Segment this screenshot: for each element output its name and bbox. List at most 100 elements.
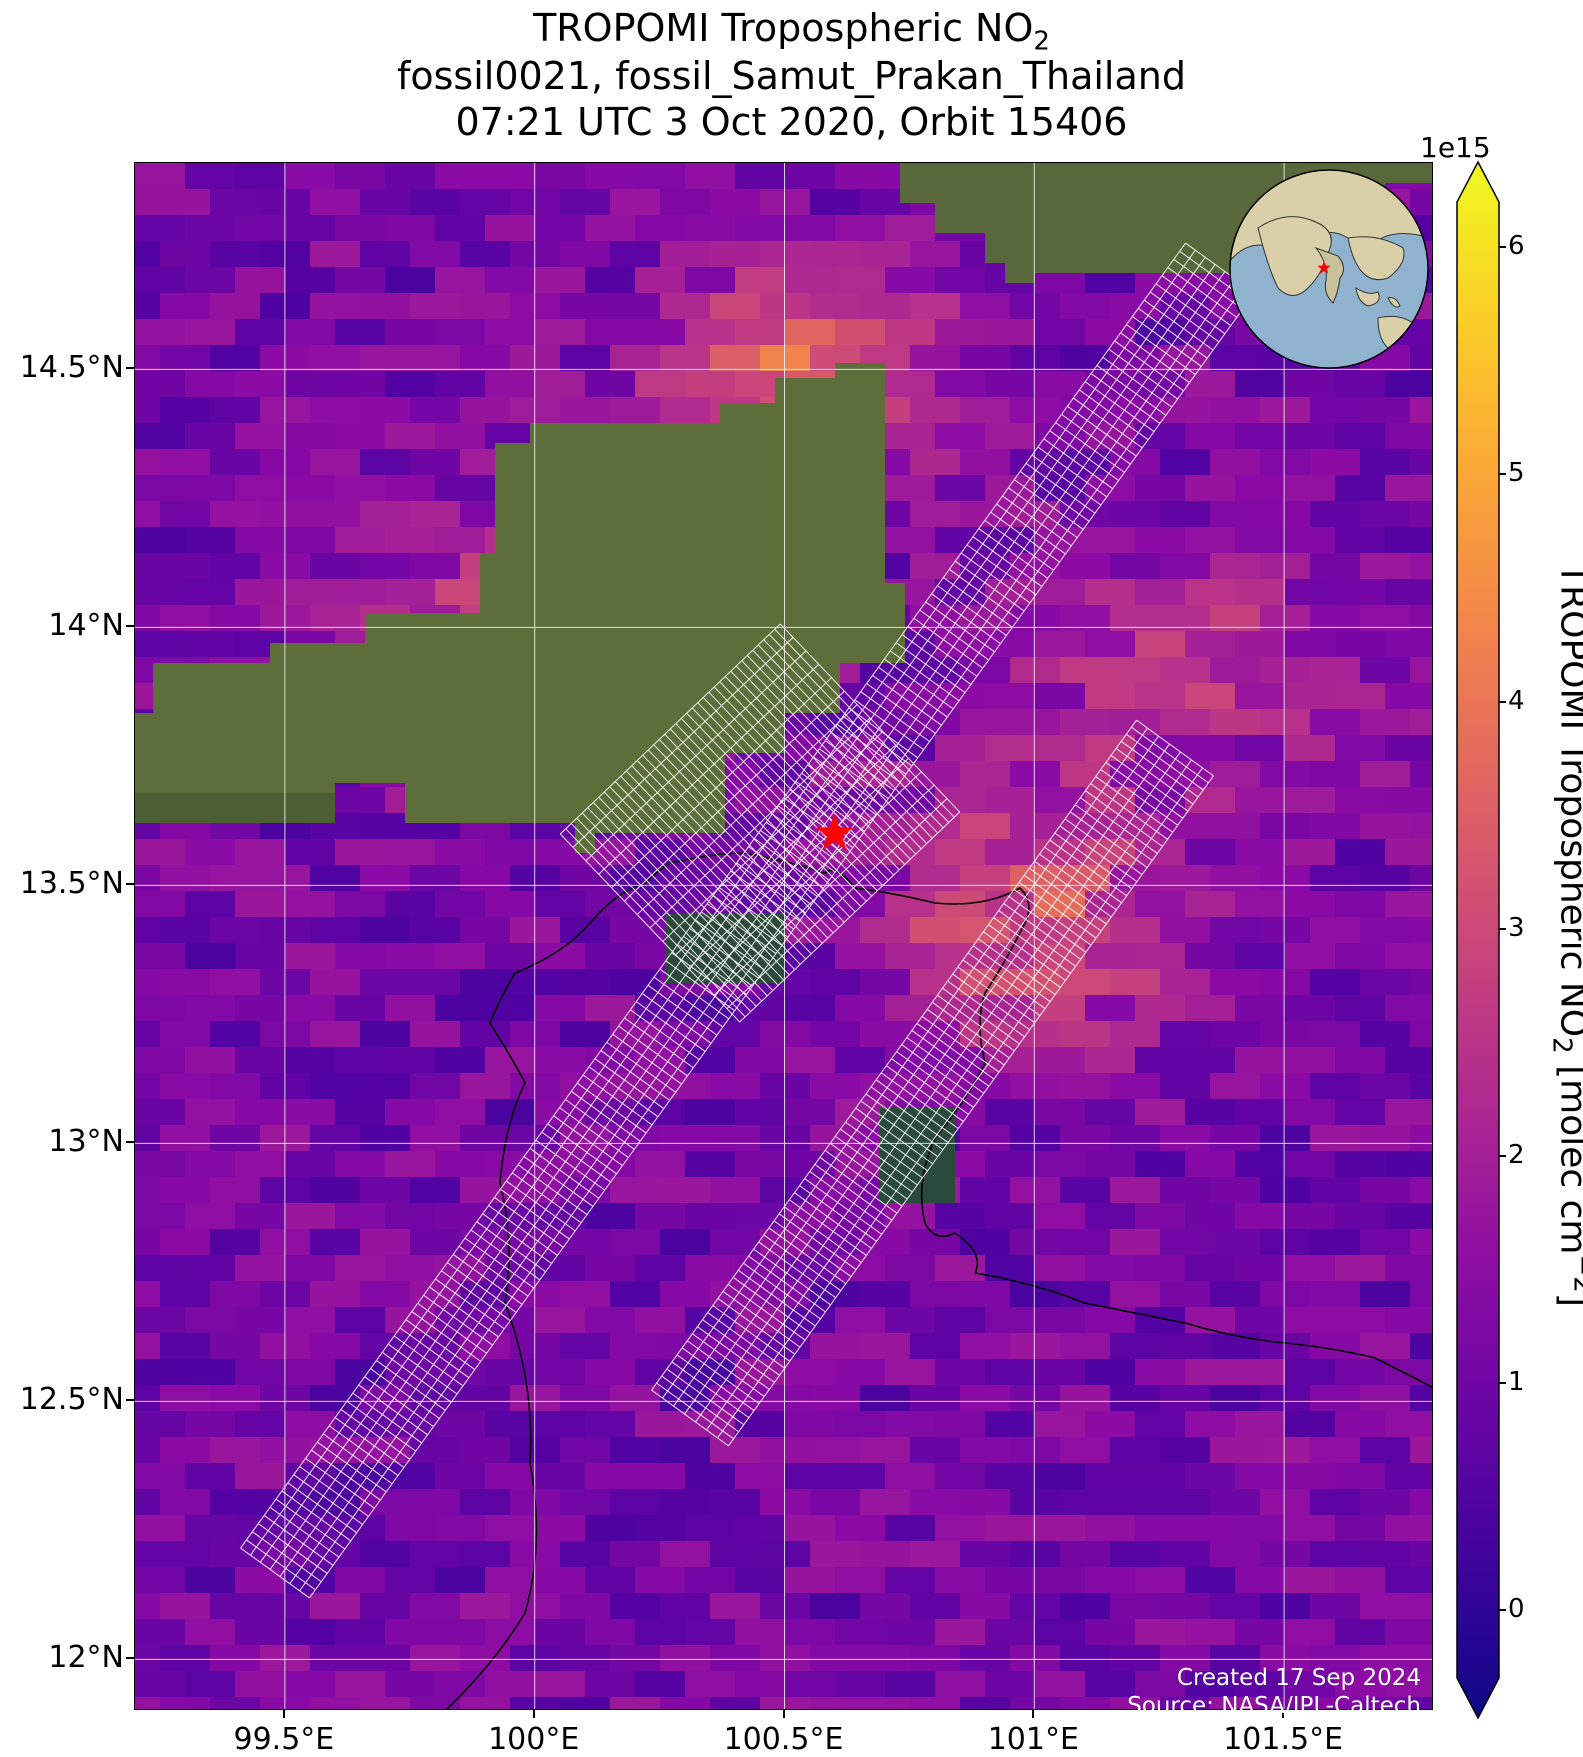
no2-pixel (510, 397, 561, 424)
no2-pixel (1010, 345, 1061, 372)
no2-pixel (1410, 1645, 1432, 1672)
no2-pixel (485, 995, 536, 1022)
graticule-layer (135, 163, 1432, 1709)
no2-pixel (1035, 631, 1086, 658)
no2-pixel (635, 1671, 686, 1698)
no2-pixel (610, 1489, 661, 1516)
no2-pixel (760, 241, 811, 268)
no2-pixel (885, 319, 936, 346)
no2-pixel (835, 215, 886, 242)
no2-pixel (910, 865, 961, 892)
no2-pixel (835, 163, 886, 190)
no2-pixel (685, 1671, 736, 1698)
no2-pixel (860, 865, 911, 892)
no2-pixel (985, 891, 1036, 918)
no2-pixel (560, 1645, 611, 1672)
no2-pixel (335, 527, 386, 554)
no2-pixel (235, 1255, 286, 1282)
no2-pixel (310, 293, 361, 320)
no2-pixel (1285, 1307, 1336, 1334)
no2-pixel (435, 423, 486, 450)
no2-pixel (335, 267, 386, 294)
no2-pixel (235, 163, 286, 190)
no2-pixel (685, 163, 736, 190)
no2-pixel (260, 969, 311, 996)
no2-pixel (460, 969, 511, 996)
no2-pixel (1260, 813, 1311, 840)
no2-pixel (235, 215, 286, 242)
no2-pixel (1235, 1255, 1286, 1282)
no2-pixel (960, 501, 1011, 528)
colorbar-label: TROPOMI Tropospheric NO2 [molec cm−2] (1546, 385, 1583, 1485)
no2-pixel (135, 1281, 161, 1308)
no2-pixel (1010, 1593, 1061, 1620)
no2-pixel (1335, 1515, 1386, 1542)
no2-pixel (385, 943, 436, 970)
no2-pixel (1110, 969, 1161, 996)
no2-pixel (885, 891, 936, 918)
no2-pixel (510, 1593, 561, 1620)
no2-pixel (1010, 449, 1061, 476)
no2-pixel (235, 1671, 286, 1698)
no2-pixel (1085, 1151, 1136, 1178)
colorbar-tick-mark (1499, 246, 1506, 249)
no2-pixel (1235, 1463, 1286, 1490)
no2-pixel (185, 995, 236, 1022)
no2-pixel (1285, 1619, 1336, 1646)
no2-pixel (785, 1047, 836, 1074)
no2-pixel (1085, 995, 1136, 1022)
no2-pixel (1385, 579, 1432, 606)
no2-pixel (1035, 1671, 1086, 1698)
no2-pixel (935, 1047, 986, 1074)
no2-pixel (210, 605, 261, 632)
no2-pixel (285, 371, 336, 398)
no2-pixel (1060, 969, 1111, 996)
no2-pixel (785, 1619, 836, 1646)
no2-pixel (610, 1177, 661, 1204)
no2-pixel (1335, 891, 1386, 918)
no2-pixel (335, 1151, 386, 1178)
no2-pixel (710, 1437, 761, 1464)
no2-pixel (485, 371, 536, 398)
no2-pixel (1235, 371, 1286, 398)
no2-pixel (1260, 709, 1311, 736)
no2-pixel (160, 1021, 211, 1048)
no2-pixel (685, 319, 736, 346)
map-panel[interactable] (134, 162, 1433, 1710)
no2-pixel (1210, 917, 1261, 944)
no2-pixel (1260, 501, 1311, 528)
no2-pixel (360, 293, 411, 320)
no2-pixel (910, 293, 961, 320)
no2-pixel (1360, 449, 1411, 476)
no2-pixel (960, 1437, 1011, 1464)
no2-pixel (1285, 1567, 1336, 1594)
no2-pixel (1060, 709, 1111, 736)
no2-pixel (535, 995, 586, 1022)
no2-pixel (1160, 293, 1211, 320)
no2-pixel (1035, 371, 1086, 398)
no2-pixel (810, 241, 861, 268)
no2-pixel (1160, 1541, 1211, 1568)
no2-pixel (1085, 319, 1136, 346)
no2-pixel (1135, 683, 1186, 710)
no2-pixel (560, 1229, 611, 1256)
no2-pixel (410, 1489, 461, 1516)
no2-pixel (285, 1203, 336, 1230)
no2-pixel (410, 501, 461, 528)
no2-pixel (1110, 1333, 1161, 1360)
no2-pixel (410, 241, 461, 268)
no2-pixel (1335, 943, 1386, 970)
no2-pixel (1385, 891, 1432, 918)
no2-pixel (1160, 969, 1211, 996)
no2-pixel (535, 1515, 586, 1542)
no2-pixel (735, 1203, 786, 1230)
no2-pixel (210, 1645, 261, 1672)
inset-globe (1229, 169, 1429, 369)
colorbar-tick-label: 6 (1508, 231, 1525, 262)
no2-pixel (635, 1619, 686, 1646)
no2-pixel (610, 189, 661, 216)
no2-pixel (535, 1151, 586, 1178)
no2-pixel (410, 1073, 461, 1100)
no2-pixel (1160, 1229, 1211, 1256)
no2-pixel (1110, 1229, 1161, 1256)
